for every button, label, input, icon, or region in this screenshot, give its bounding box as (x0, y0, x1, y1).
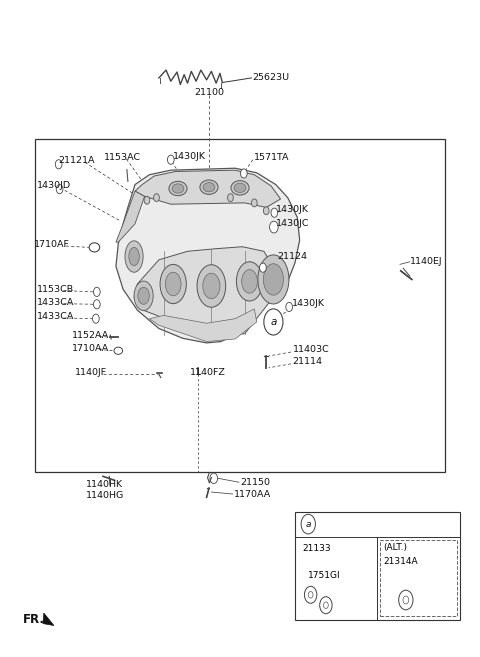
Polygon shape (135, 170, 281, 208)
Text: 21114: 21114 (292, 357, 323, 367)
Text: 1152AA: 1152AA (72, 330, 109, 340)
Text: 1140JF: 1140JF (75, 368, 108, 377)
Circle shape (154, 194, 159, 202)
Ellipse shape (264, 263, 283, 295)
Circle shape (94, 287, 100, 296)
Circle shape (304, 586, 317, 603)
Circle shape (228, 194, 233, 202)
Circle shape (264, 309, 283, 335)
Ellipse shape (160, 264, 186, 304)
Text: 1751GI: 1751GI (308, 570, 341, 579)
Text: 1430JC: 1430JC (276, 219, 309, 229)
Ellipse shape (203, 273, 220, 299)
Circle shape (301, 514, 315, 534)
Circle shape (286, 302, 292, 311)
Bar (380, 540, 457, 616)
Circle shape (403, 596, 408, 604)
Circle shape (55, 160, 62, 169)
Ellipse shape (258, 255, 289, 304)
Text: 21150: 21150 (240, 478, 270, 487)
Circle shape (324, 602, 328, 608)
Ellipse shape (134, 281, 153, 311)
Text: a: a (270, 317, 276, 327)
Text: 1430JK: 1430JK (291, 299, 324, 308)
Circle shape (94, 300, 100, 309)
Circle shape (144, 196, 150, 204)
Text: 1140EJ: 1140EJ (410, 258, 443, 266)
Text: 1430JK: 1430JK (276, 205, 309, 214)
Text: 21133: 21133 (302, 545, 331, 553)
Circle shape (240, 169, 247, 178)
Ellipse shape (234, 183, 246, 193)
Ellipse shape (197, 265, 226, 307)
Text: FR.: FR. (23, 613, 45, 626)
Circle shape (270, 221, 278, 233)
Ellipse shape (237, 261, 263, 301)
Ellipse shape (241, 269, 257, 293)
Ellipse shape (231, 181, 249, 195)
Ellipse shape (89, 243, 100, 252)
Circle shape (168, 155, 174, 164)
Text: 1140HG: 1140HG (86, 491, 125, 500)
Text: 11403C: 11403C (292, 345, 329, 354)
Text: 1153AC: 1153AC (104, 152, 141, 162)
Text: 1140HK: 1140HK (86, 480, 123, 489)
Text: 1571TA: 1571TA (254, 152, 290, 162)
Text: 1140FZ: 1140FZ (190, 368, 226, 377)
Text: a: a (305, 520, 311, 529)
Text: 1710AF: 1710AF (34, 240, 70, 249)
Polygon shape (149, 309, 257, 342)
Text: 21314A: 21314A (384, 558, 418, 566)
Text: 21124: 21124 (277, 252, 307, 261)
Text: 1710AA: 1710AA (72, 344, 109, 353)
Text: 1153CB: 1153CB (37, 284, 74, 294)
Circle shape (260, 263, 266, 272)
Text: 1433CA: 1433CA (37, 298, 74, 307)
Text: 21121A: 21121A (59, 156, 95, 165)
Polygon shape (134, 247, 274, 336)
Text: (ALT.): (ALT.) (384, 543, 408, 552)
Circle shape (252, 199, 257, 207)
Ellipse shape (203, 183, 215, 192)
Bar (295, 512, 459, 620)
Circle shape (210, 473, 217, 484)
Polygon shape (116, 191, 144, 242)
Circle shape (399, 590, 413, 610)
Circle shape (308, 591, 313, 598)
Ellipse shape (114, 347, 122, 354)
Text: 1433CA: 1433CA (37, 312, 74, 321)
Ellipse shape (169, 181, 187, 196)
Bar (35, 139, 445, 472)
Text: 1430JD: 1430JD (37, 181, 72, 191)
Circle shape (271, 208, 278, 217)
Circle shape (264, 207, 269, 215)
Text: 21100: 21100 (194, 89, 225, 97)
Polygon shape (116, 168, 300, 343)
Circle shape (93, 314, 99, 323)
Ellipse shape (165, 272, 181, 296)
Text: 1430JK: 1430JK (173, 152, 206, 161)
Ellipse shape (138, 287, 149, 304)
Ellipse shape (129, 248, 139, 265)
Circle shape (320, 597, 332, 614)
Text: 1170AA: 1170AA (234, 489, 271, 499)
Polygon shape (43, 613, 54, 625)
Ellipse shape (172, 184, 184, 193)
Circle shape (56, 185, 63, 194)
Text: 25623U: 25623U (252, 74, 289, 82)
Ellipse shape (125, 241, 143, 272)
Ellipse shape (200, 180, 218, 194)
